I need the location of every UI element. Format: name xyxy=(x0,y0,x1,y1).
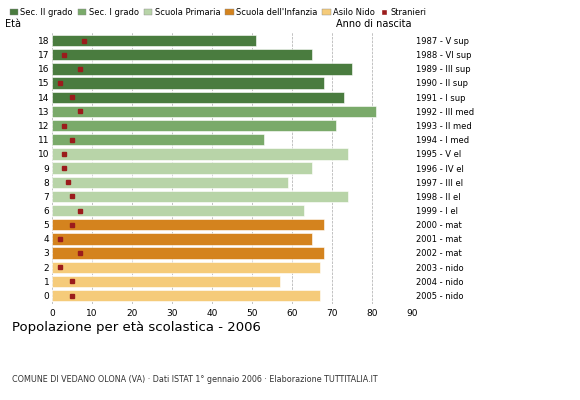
Bar xyxy=(52,219,324,230)
Bar xyxy=(52,63,352,74)
Text: Anno di nascita: Anno di nascita xyxy=(336,19,412,29)
Bar xyxy=(52,162,312,174)
Bar xyxy=(52,290,320,301)
Bar xyxy=(52,176,288,188)
Bar xyxy=(52,247,324,259)
Bar xyxy=(52,262,320,273)
Bar xyxy=(52,191,348,202)
Bar xyxy=(52,77,324,89)
Bar xyxy=(52,276,280,287)
Bar xyxy=(52,106,376,117)
Bar xyxy=(52,205,304,216)
Bar xyxy=(52,49,312,60)
Bar xyxy=(52,148,348,160)
Text: Età: Età xyxy=(5,19,21,29)
Bar xyxy=(52,35,256,46)
Bar xyxy=(52,92,344,103)
Text: Popolazione per età scolastica - 2006: Popolazione per età scolastica - 2006 xyxy=(12,321,260,334)
Bar xyxy=(52,233,312,244)
Legend: Sec. II grado, Sec. I grado, Scuola Primaria, Scuola dell'Infanzia, Asilo Nido, : Sec. II grado, Sec. I grado, Scuola Prim… xyxy=(10,8,427,17)
Bar xyxy=(52,120,336,131)
Text: COMUNE DI VEDANO OLONA (VA) · Dati ISTAT 1° gennaio 2006 · Elaborazione TUTTITAL: COMUNE DI VEDANO OLONA (VA) · Dati ISTAT… xyxy=(12,375,377,384)
Bar xyxy=(52,134,264,145)
